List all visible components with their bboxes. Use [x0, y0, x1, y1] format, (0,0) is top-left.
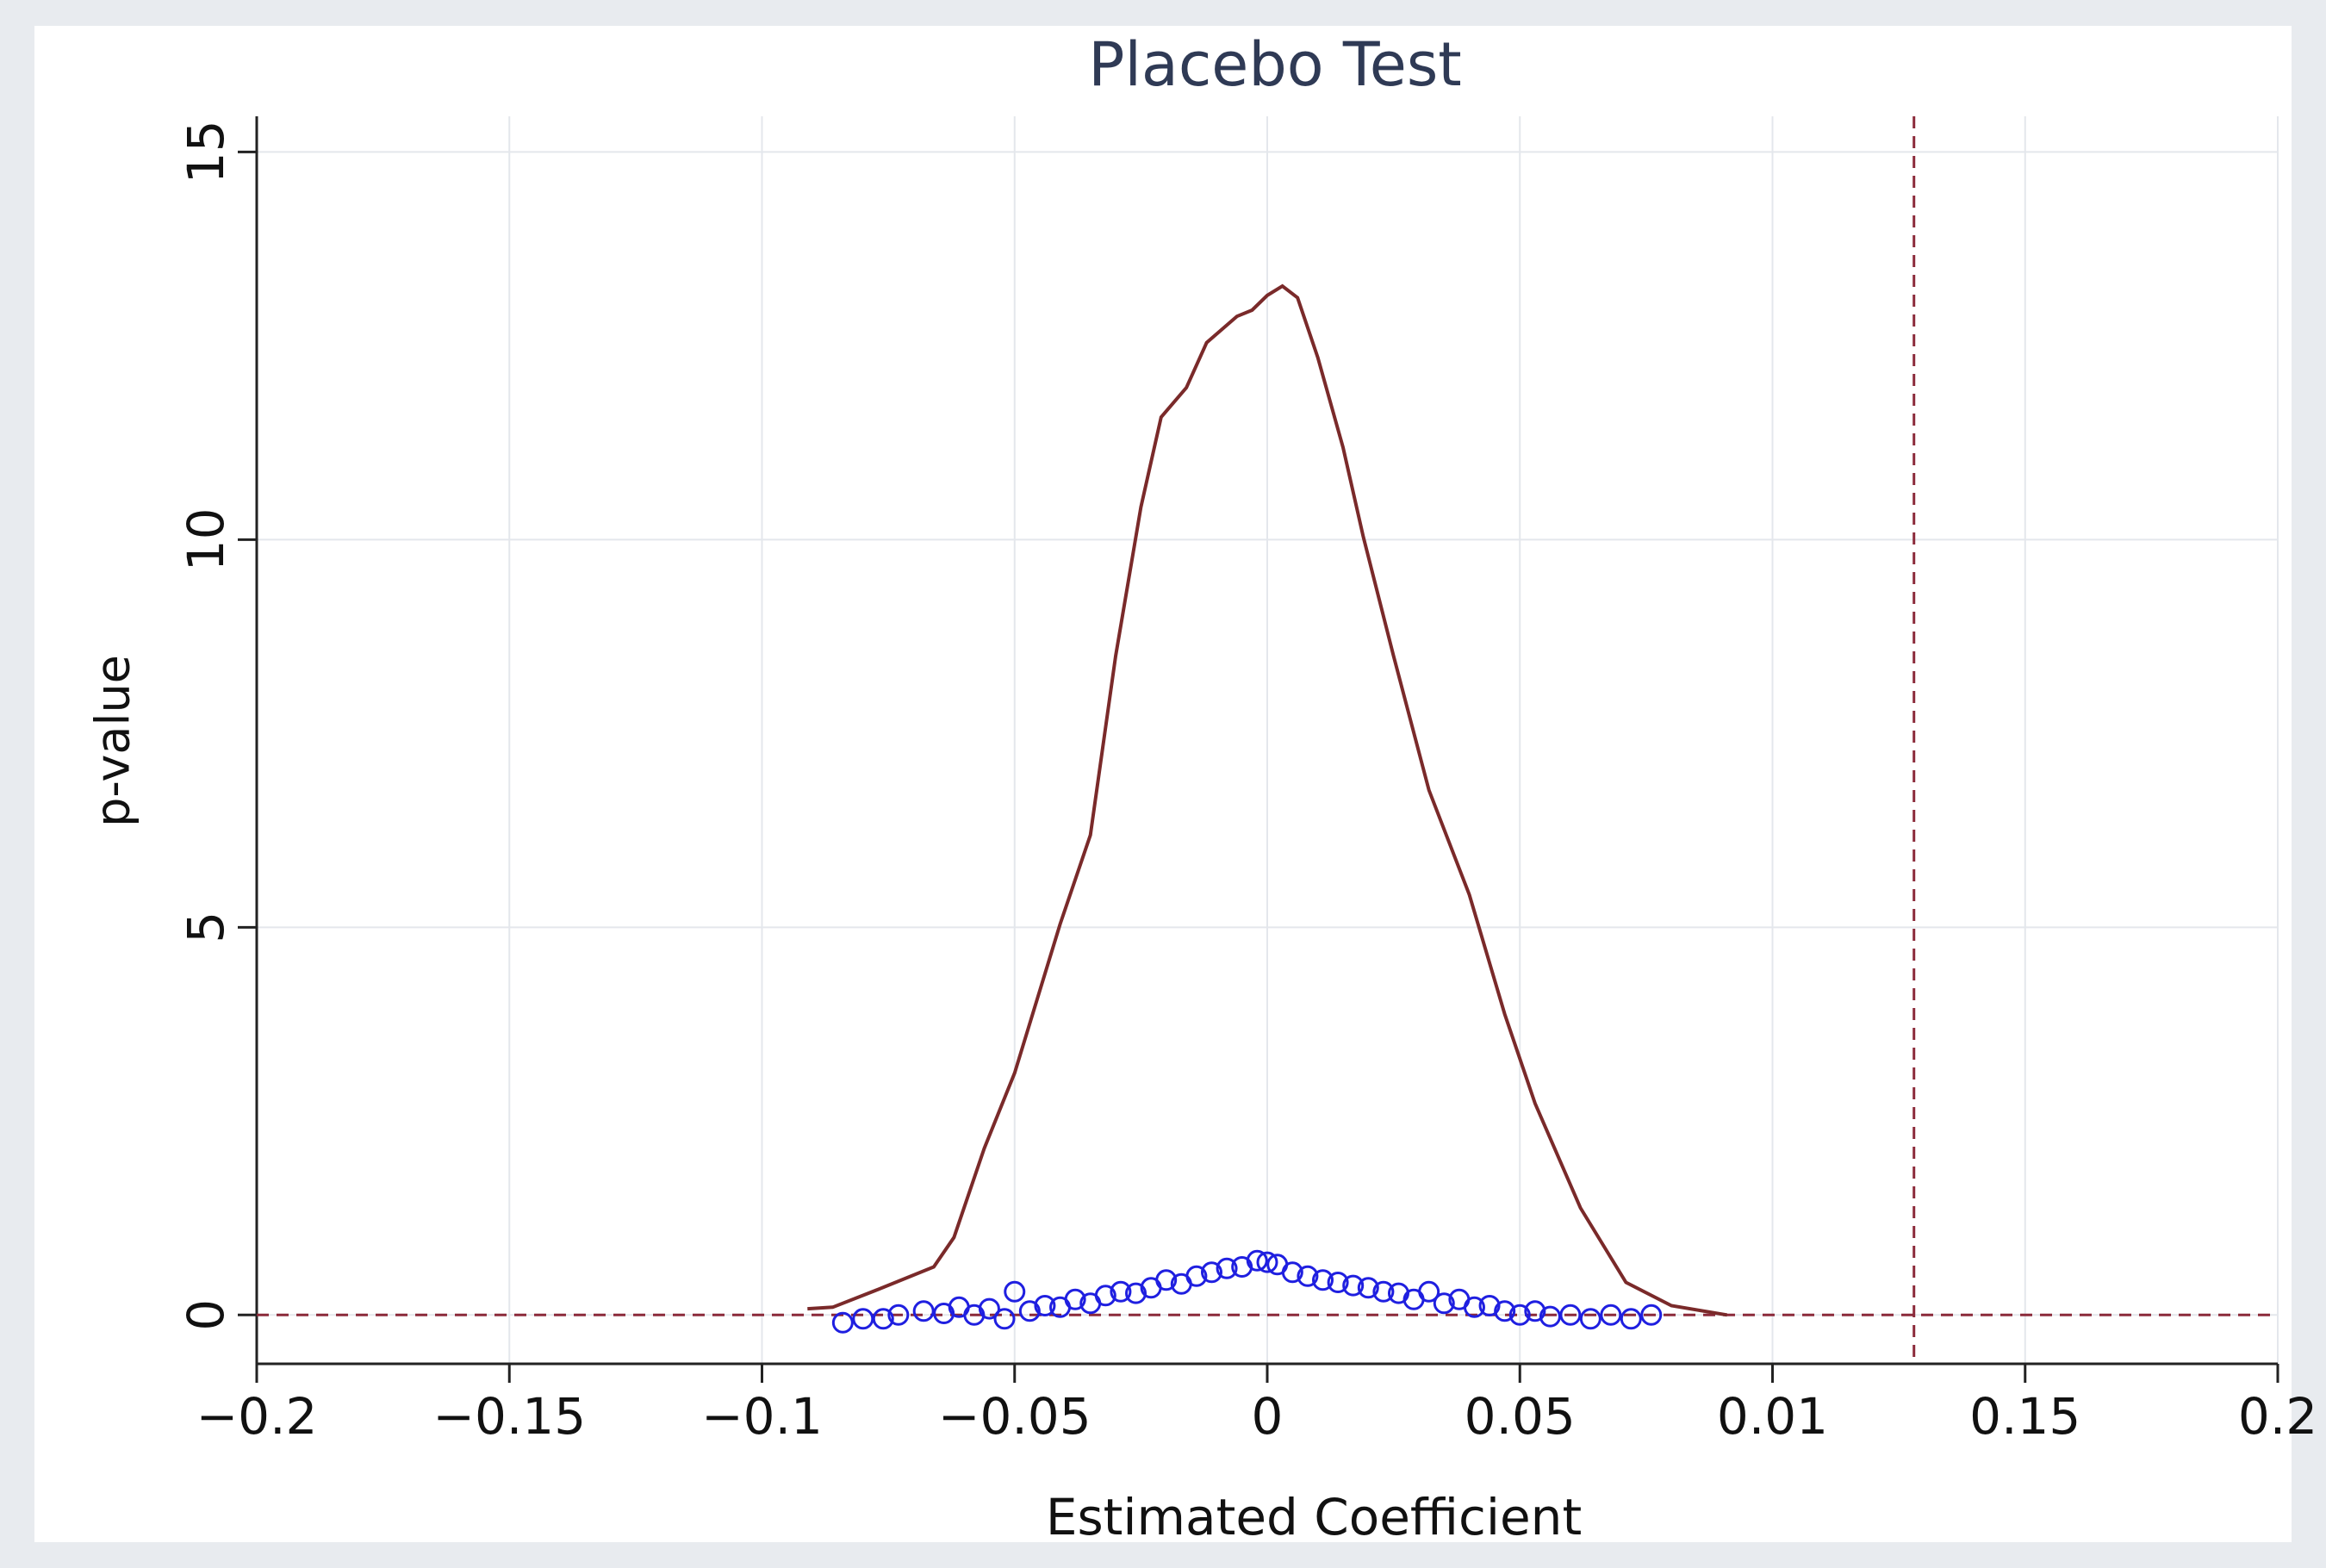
x-tick-label: 0.2	[2238, 1387, 2317, 1446]
scatter-point	[872, 1308, 894, 1330]
scatter-point	[831, 1311, 854, 1334]
y-tick-label: 15	[177, 120, 235, 184]
scatter-point	[1600, 1304, 1622, 1326]
scatter-point	[1185, 1265, 1208, 1287]
scatter-point	[1155, 1269, 1178, 1291]
scatter-point	[1539, 1305, 1561, 1328]
scatter-point	[1327, 1272, 1349, 1294]
scatter-point	[1216, 1257, 1238, 1279]
scatter-point	[1508, 1304, 1531, 1326]
scatter-point	[1312, 1269, 1334, 1291]
scatter-point	[1004, 1280, 1026, 1303]
scatter-point	[887, 1304, 910, 1326]
x-tick-label: 0.15	[1969, 1387, 2080, 1446]
density-line	[807, 283, 1728, 1317]
scatter-point	[1064, 1288, 1086, 1310]
scatter-point	[1342, 1274, 1365, 1297]
x-tick-label: −0.05	[938, 1387, 1091, 1446]
scatter-point	[1357, 1277, 1379, 1299]
scatter-point	[1246, 1249, 1268, 1272]
y-tick-label: 10	[177, 507, 235, 571]
scatter-point	[1372, 1280, 1395, 1303]
x-tick-label: 0	[1252, 1387, 1284, 1446]
chart-title: Placebo Test	[1088, 29, 1461, 100]
scatter-point	[978, 1297, 1000, 1320]
scatter-point	[1018, 1300, 1041, 1322]
scatter-point	[1200, 1261, 1222, 1284]
y-axis-label: p-value	[86, 655, 140, 827]
x-tick-label: −0.15	[432, 1387, 586, 1446]
scatter-point	[1559, 1304, 1582, 1326]
y-tick-label: 0	[177, 1299, 235, 1331]
scatter-point	[1620, 1308, 1642, 1330]
scatter-point	[1256, 1251, 1278, 1273]
scatter-point	[1579, 1308, 1601, 1330]
scatter-point	[1297, 1265, 1319, 1287]
scatter-point	[1281, 1261, 1303, 1284]
scatter-point	[1524, 1300, 1546, 1322]
scatter-point	[1433, 1292, 1455, 1315]
x-tick-label: −0.1	[701, 1387, 823, 1446]
scatter-point	[1110, 1280, 1132, 1303]
y-tick-label: 5	[177, 912, 235, 943]
scatter-point	[1463, 1296, 1485, 1318]
scatter-point	[1640, 1304, 1663, 1326]
scatter-point	[1034, 1295, 1056, 1317]
scatter-point	[1094, 1285, 1116, 1307]
x-tick-label: 0.05	[1465, 1387, 1576, 1446]
x-axis-label: Estimated Coefficient	[1046, 1488, 1582, 1546]
scatter-point	[1494, 1300, 1516, 1322]
x-tick-label: 0.01	[1717, 1387, 1828, 1446]
x-tick-label: −0.2	[196, 1387, 318, 1446]
scatter-point	[1418, 1280, 1440, 1303]
scatter-point	[912, 1300, 935, 1322]
scatter-point	[993, 1308, 1016, 1330]
scatter-point	[1125, 1282, 1147, 1304]
scatter-point	[1478, 1295, 1501, 1317]
